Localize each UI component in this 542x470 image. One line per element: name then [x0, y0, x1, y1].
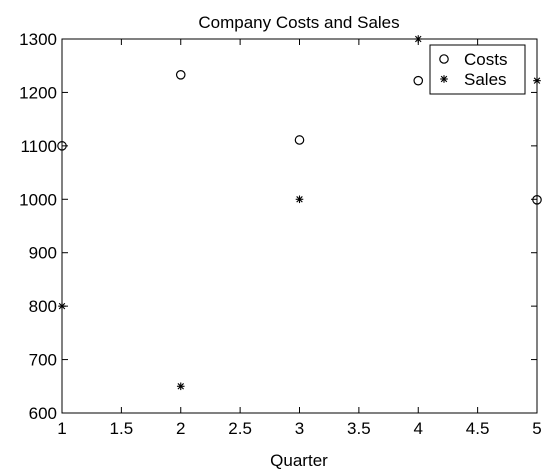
sales-legend-marker: [440, 75, 448, 83]
x-tick-label: 4.5: [466, 419, 490, 438]
axes: [61, 38, 538, 414]
costs-point: [57, 141, 67, 151]
legend-label-costs: Costs: [464, 50, 507, 69]
axis-ticks: [61, 38, 538, 414]
y-tick-label: 700: [29, 351, 57, 370]
y-tick-label: 1200: [19, 83, 57, 102]
sales-point: [414, 35, 423, 43]
legend-box: [429, 44, 526, 95]
x-tick-label: 5: [532, 419, 541, 438]
x-tick-label: 2.5: [228, 419, 252, 438]
x-axis-label: Quarter: [270, 451, 328, 470]
y-tick-label: 800: [29, 297, 57, 316]
legend-label-sales: Sales: [464, 70, 507, 89]
x-tick-label: 3.5: [347, 419, 371, 438]
x-tick-label: 4: [414, 419, 423, 438]
sales-point: [295, 195, 304, 204]
costs-legend-marker: [439, 54, 449, 64]
costs-point: [175, 69, 186, 80]
plot-frame: [61, 38, 538, 414]
chart-title: Company Costs and Sales: [198, 13, 399, 32]
tick-labels: 1 1.5 2 2.5 3 3.5 4 4.5 5 600 700 800 900 1000 1100 120…: [19, 30, 542, 438]
x-tick-label: 3: [295, 419, 304, 438]
y-tick-label: 900: [29, 244, 57, 263]
x-tick-label: 2: [176, 419, 185, 438]
costs-point: [413, 75, 424, 86]
x-tick-label: 1: [57, 419, 66, 438]
costs-point: [294, 135, 305, 145]
sales-point: [533, 76, 541, 85]
y-tick-label: 1100: [20, 137, 57, 156]
costs-point: [532, 195, 542, 205]
sales-point: [58, 302, 66, 310]
y-tick-label: 600: [29, 404, 57, 423]
y-tick-label: 1300: [19, 30, 57, 49]
x-tick-label: 1.5: [110, 419, 134, 438]
sales-point: [176, 382, 185, 391]
y-tick-label: 1000: [19, 190, 57, 209]
data-markers: [57, 35, 542, 391]
